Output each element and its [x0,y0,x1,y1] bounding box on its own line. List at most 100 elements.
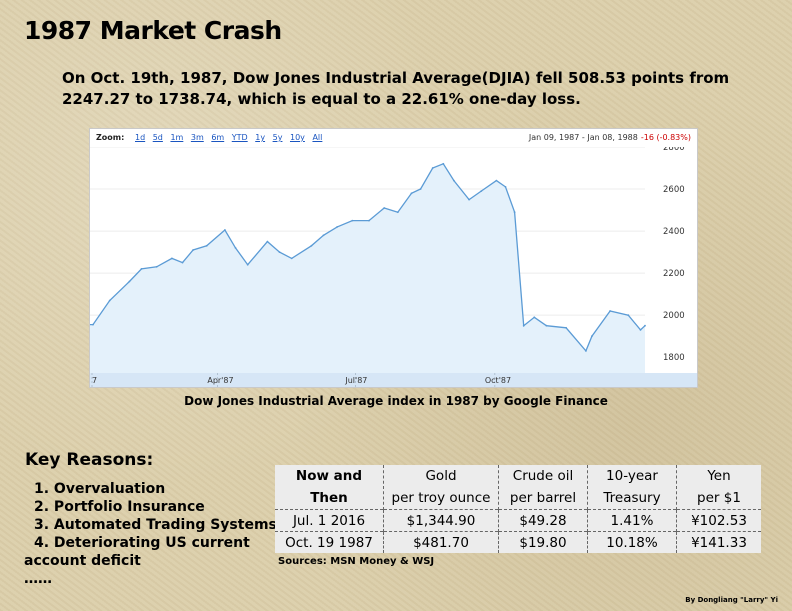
data-point [140,268,143,270]
x-axis-band [90,373,697,387]
header-gold: Gold per troy ounce [383,465,499,510]
header-crude: Crude oil per barrel [498,465,588,510]
y-tick-label: 2400 [663,227,685,237]
y-tick-label: 2800 [663,147,685,153]
header-treasury: 10-year Treasury [587,465,677,510]
table-row: Oct. 19 1987 $481.70 $19.80 10.18% ¥141.… [275,531,761,553]
x-tick-label: Apr'87 [207,376,233,385]
header-now-then: Now and Then [275,465,384,510]
date-range-text: Jan 09, 1987 - Jan 08, 1988 [528,133,638,142]
chart-frame: Zoom: 1d 5d 1m 3m 6m YTD 1y 5y 10y All J… [89,128,698,388]
data-point [246,263,249,266]
data-point [205,244,208,247]
data-point [431,167,434,169]
cell-crude: $19.80 [498,531,588,553]
chart-caption: Dow Jones Industrial Average index in 19… [184,394,608,408]
data-point [351,219,354,222]
y-tick-label: 2200 [663,269,685,279]
reasons-list: 1. Overvaluation 2. Portfolio Insurance … [24,480,277,588]
data-point [545,324,548,327]
zoom-5y[interactable]: 5y [272,133,283,142]
data-point [278,251,281,253]
data-point [266,240,269,243]
zoom-ytd[interactable]: YTD [231,133,248,142]
reason-item: 4. Deteriorating US current [34,535,250,551]
data-point [310,244,313,247]
data-point [92,323,94,326]
header-label: 10-year Treasury [603,468,661,506]
zoom-10y[interactable]: 10y [289,133,305,142]
zoom-1d[interactable]: 1d [135,133,146,142]
zoom-bar: Zoom: 1d 5d 1m 3m 6m YTD 1y 5y 10y All J… [90,129,697,147]
data-point [453,179,455,182]
cell-yen: ¥141.33 [676,531,761,553]
header-label: Gold per troy ounce [391,468,491,506]
data-point [609,310,611,312]
header-label: Yen per $1 [697,468,741,506]
sources-note: Sources: MSN Money & WSJ [278,556,435,567]
y-tick-label: 1800 [663,353,685,363]
data-point [495,179,498,182]
reason-item: 1. Overvaluation [34,481,166,497]
cell-treasury: 1.41% [587,509,677,532]
data-point [234,247,237,249]
data-point [383,207,386,209]
data-point [480,190,483,192]
header-yen: Yen per $1 [676,465,761,510]
area-fill [90,163,645,373]
zoom-all[interactable]: All [312,133,323,142]
data-point [368,219,370,222]
data-point [513,211,516,214]
data-point [290,257,293,260]
zoom-5d[interactable]: 5d [152,133,163,142]
data-point [192,249,194,251]
intro-text: On Oct. 19th, 1987, Dow Jones Industrial… [62,69,730,108]
data-point [639,329,642,331]
data-point [468,198,470,201]
comparison-table: Now and Then Gold per troy ounce Crude o… [275,465,761,553]
data-point [565,326,567,329]
byline: By Dongliang "Larry" Yi [685,596,778,604]
cell-crude: $49.28 [498,509,588,532]
reason-ellipsis: …… [24,571,52,587]
data-point [410,192,413,195]
zoom-3m[interactable]: 3m [190,133,204,142]
header-label: Now and Then [295,468,363,506]
x-tick-label: Oct'87 [485,376,511,385]
data-point [591,335,593,338]
cell-date: Jul. 1 2016 [275,509,384,532]
x-tick-label: Jul'87 [344,376,367,385]
cell-date: Oct. 19 1987 [275,531,384,553]
data-point [442,162,445,165]
cell-yen: ¥102.53 [676,509,761,532]
zoom-1y[interactable]: 1y [255,133,266,142]
data-point [504,186,507,188]
zoom-links: 1d 5d 1m 3m 6m YTD 1y 5y 10y All [135,129,327,147]
dow-jones-chart[interactable]: 1800 2000 2200 2400 2600 2800 7 Apr'87 Jul'87 Oct… [90,147,697,387]
reason-item: 3. Automated Trading Systems [34,517,277,533]
data-point [522,324,525,327]
data-point [336,226,339,228]
data-point [585,350,587,352]
data-point [322,234,325,237]
date-range: Jan 09, 1987 - Jan 08, 1988 -16 (-0.83%) [529,129,691,147]
zoom-label: Zoom: [96,133,125,142]
x-tick-label: 7 [92,376,97,385]
header-label: Crude oil per barrel [509,468,577,506]
page-title: 1987 Market Crash [24,16,282,45]
reasons-title: Key Reasons: [25,450,154,470]
data-point [419,188,422,190]
cell-treasury: 10.18% [587,531,677,553]
data-point [224,229,226,231]
reason-item-continued: account deficit [24,553,141,569]
change-text: -16 (-0.83%) [640,133,691,142]
zoom-6m[interactable]: 6m [211,133,225,142]
cell-gold: $1,344.90 [383,509,499,532]
data-point [627,314,630,317]
y-tick-label: 2000 [663,311,685,321]
data-point [181,261,184,264]
zoom-1m[interactable]: 1m [170,133,184,142]
reason-item: 2. Portfolio Insurance [34,499,205,515]
data-point [171,257,173,260]
data-point [396,211,399,214]
